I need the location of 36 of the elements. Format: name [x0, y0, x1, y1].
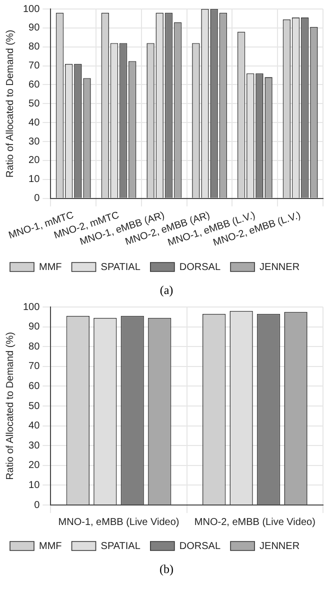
y-axis-title: Ratio of Allocated to Demand (%)	[4, 332, 16, 480]
y-tick-label: 40	[28, 117, 40, 128]
legend-label: JENNER	[260, 540, 300, 552]
y-tick-label: 60	[28, 79, 40, 90]
y-tick-label: 40	[28, 420, 40, 432]
y-tick-label: 30	[28, 440, 40, 452]
y-tick-label: 100	[22, 4, 40, 15]
legend-label: JENNER	[260, 262, 300, 273]
y-tick-label: 20	[28, 155, 40, 166]
legend-label: MMF	[39, 540, 62, 552]
y-tick-label: 10	[28, 174, 40, 186]
y-tick-label: 90	[28, 22, 40, 34]
x-tick-label: MNO-1, eMBB (Live Video)	[58, 516, 180, 528]
legend-label: DORSAL	[179, 540, 221, 552]
y-tick-label: 90	[28, 322, 40, 333]
y-tick-label: 60	[28, 380, 40, 392]
y-tick-label: 0	[34, 193, 40, 204]
y-tick-label: 20	[28, 460, 40, 472]
y-tick-label: 30	[28, 136, 40, 148]
y-tick-label: 70	[28, 361, 40, 372]
text: (b)	[158, 561, 174, 577]
y-tick-label: 80	[28, 42, 40, 53]
legend-label: MMF	[39, 262, 62, 273]
y-tick-label: 80	[28, 341, 40, 352]
x-tick-label: MNO-2, eMBB (Live Video)	[194, 516, 316, 528]
y-tick-label: 50	[28, 400, 40, 412]
y-tick-label: 0	[34, 500, 40, 511]
y-axis-title: Ratio of Allocated to Demand (%)	[4, 30, 16, 178]
legend-label: SPATIAL	[100, 540, 141, 552]
text: (a)	[158, 282, 174, 298]
legend-label: DORSAL	[179, 262, 221, 273]
legend-label: SPATIAL	[100, 262, 141, 273]
y-tick-label: 100	[22, 302, 40, 313]
y-tick-label: 70	[28, 60, 40, 72]
y-tick-label: 10	[28, 480, 40, 491]
y-tick-label: 50	[28, 98, 40, 110]
